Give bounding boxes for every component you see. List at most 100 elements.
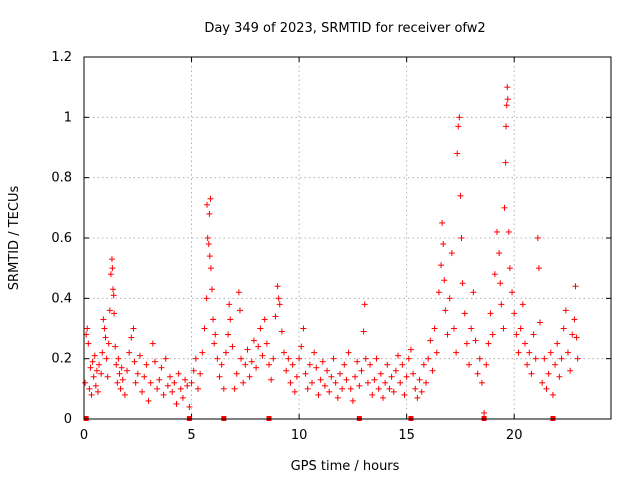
- data-point: [233, 370, 240, 377]
- data-point: [324, 367, 331, 374]
- data-point: [425, 355, 432, 362]
- data-point: [534, 235, 541, 241]
- data-point: [182, 376, 189, 383]
- data-point: [226, 301, 233, 308]
- data-point: [332, 379, 339, 386]
- data-point: [261, 316, 268, 323]
- data-point: [461, 310, 468, 317]
- data-point: [91, 352, 98, 359]
- data-point: [208, 286, 215, 293]
- data-point: [121, 391, 128, 398]
- data-point: [114, 379, 121, 386]
- data-point: [562, 307, 569, 314]
- data-point: [203, 295, 210, 302]
- data-point: [341, 361, 348, 368]
- data-point: [302, 370, 309, 377]
- data-point: [493, 228, 500, 235]
- data-point: [491, 271, 498, 278]
- data-point: [192, 355, 199, 362]
- data-point: [457, 192, 464, 199]
- data-point: [423, 379, 430, 386]
- x-tick-labels: 0 5 10 15 20: [80, 428, 523, 443]
- data-point: [128, 334, 135, 341]
- data-point: [311, 349, 318, 356]
- data-point: [463, 340, 470, 347]
- data-point: [238, 355, 245, 362]
- data-point: [103, 355, 110, 362]
- data-point: [119, 376, 126, 383]
- data-point: [84, 325, 91, 332]
- data-point: [539, 379, 546, 386]
- x-tick-label: 0: [80, 428, 88, 443]
- data-point: [535, 265, 542, 272]
- data-point: [116, 370, 123, 377]
- data-point: [407, 346, 414, 353]
- data-point: [505, 228, 512, 235]
- data-point: [291, 388, 298, 395]
- data-point: [246, 373, 253, 380]
- data-point: [573, 334, 580, 341]
- data-point: [270, 355, 277, 362]
- data-point: [410, 370, 417, 377]
- data-point: [250, 337, 257, 344]
- data-point: [147, 379, 154, 386]
- data-points: [82, 84, 581, 416]
- data-point: [361, 301, 368, 308]
- data-point: [231, 385, 238, 392]
- data-point: [289, 361, 296, 368]
- data-point: [179, 394, 186, 401]
- data-point: [496, 250, 503, 257]
- data-point: [504, 84, 511, 91]
- data-point: [111, 310, 118, 317]
- y-tick-label: 1.2: [51, 50, 72, 65]
- data-point: [556, 373, 563, 380]
- data-point: [210, 316, 217, 323]
- data-point: [504, 96, 511, 103]
- data-point: [100, 316, 107, 323]
- chart-title: Day 349 of 2023, SRMTID for receiver ofw…: [204, 21, 485, 36]
- data-point: [281, 349, 288, 356]
- data-point: [343, 376, 350, 383]
- data-point: [87, 364, 94, 371]
- data-point: [528, 370, 535, 377]
- data-point: [90, 373, 97, 380]
- data-point: [106, 307, 113, 314]
- data-point: [501, 204, 508, 211]
- data-point: [195, 385, 202, 392]
- data-point: [489, 331, 496, 338]
- data-point: [433, 349, 440, 356]
- data-point: [315, 391, 322, 398]
- data-point: [201, 325, 208, 332]
- data-point: [474, 370, 481, 377]
- data-point: [483, 361, 490, 368]
- data-point: [136, 352, 143, 359]
- data-point: [92, 382, 99, 389]
- data-point: [151, 358, 158, 365]
- y-tick-label: 0: [64, 412, 72, 427]
- data-point: [265, 361, 272, 368]
- data-point: [199, 349, 206, 356]
- data-point: [278, 328, 285, 335]
- data-point: [96, 361, 103, 368]
- data-point: [369, 391, 376, 398]
- data-point: [171, 379, 178, 386]
- data-point: [225, 331, 232, 338]
- data-point: [481, 409, 488, 416]
- grid-lines: [83, 56, 611, 420]
- data-point: [349, 397, 356, 404]
- data-point: [113, 361, 120, 368]
- data-point: [98, 370, 105, 377]
- data-point: [336, 370, 343, 377]
- data-point: [545, 370, 552, 377]
- data-point: [276, 301, 283, 308]
- x-tick-label: 10: [291, 428, 308, 443]
- x-tick-label: 20: [506, 428, 523, 443]
- data-point: [112, 343, 119, 350]
- data-point: [541, 355, 548, 362]
- data-point: [117, 385, 124, 392]
- data-point: [339, 385, 346, 392]
- data-point: [427, 337, 434, 344]
- data-point: [253, 364, 260, 371]
- data-point: [108, 256, 115, 263]
- data-point: [240, 379, 247, 386]
